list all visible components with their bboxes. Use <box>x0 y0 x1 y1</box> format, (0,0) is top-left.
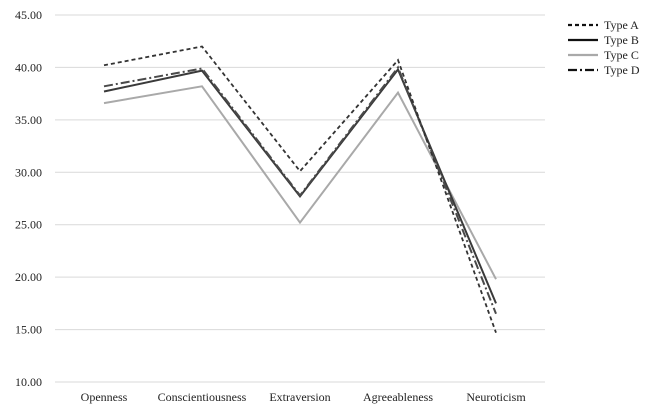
y-tick-label: 40.00 <box>15 60 42 74</box>
series-lines <box>103 45 497 334</box>
x-tick-label: Neuroticism <box>466 390 526 404</box>
series-line <box>103 65 497 315</box>
y-tick-label: 45.00 <box>15 8 42 22</box>
x-axis: Openness Conscientiousness Extraversion Agr… <box>81 390 527 404</box>
y-axis: 10.00 15.00 20.00 25.00 30.00 35.00 40.00 45.00 <box>15 8 42 389</box>
y-tick-label: 30.00 <box>15 165 42 179</box>
y-tick-label: 20.00 <box>15 270 42 284</box>
y-tick-label: 15.00 <box>15 323 42 337</box>
series-line <box>103 85 497 280</box>
x-tick-label: Conscientiousness <box>158 390 247 404</box>
x-tick-label: Extraversion <box>269 390 330 404</box>
gridlines <box>55 14 545 383</box>
y-tick-label: 35.00 <box>15 113 42 127</box>
y-tick-label: 10.00 <box>15 375 42 389</box>
y-tick-label: 25.00 <box>15 218 42 232</box>
x-tick-label: Agreeableness <box>363 390 433 404</box>
legend-label: Type A <box>604 18 639 32</box>
series-line <box>103 67 497 304</box>
legend-label: Type B <box>604 33 639 47</box>
legend-label: Type C <box>604 48 639 62</box>
series-line <box>103 45 497 334</box>
legend-label: Type D <box>604 63 640 77</box>
x-tick-label: Openness <box>81 390 128 404</box>
